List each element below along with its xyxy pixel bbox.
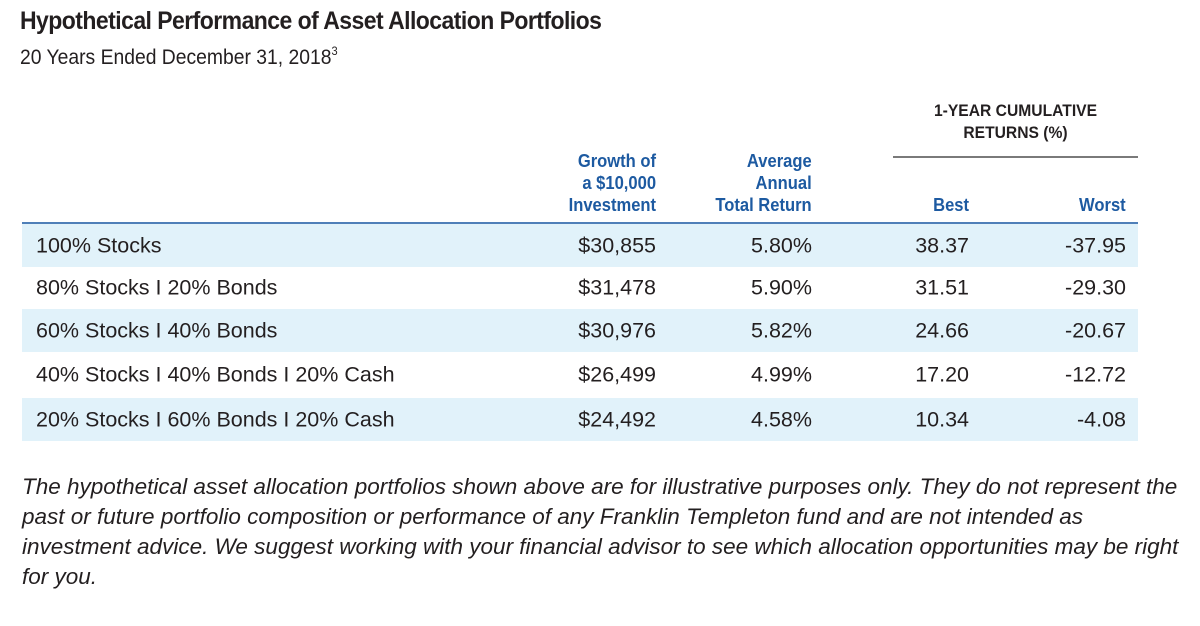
- table-row: 80% Stocks I 20% Bonds $31,478 5.90% 31.…: [22, 267, 1138, 309]
- cell-growth: $30,976: [578, 318, 656, 342]
- group-header-line1: 1-YEAR CUMULATIVE: [933, 101, 1098, 120]
- column-header-growth-line2: a $10,000: [582, 173, 656, 193]
- cell-growth: $31,478: [578, 275, 656, 300]
- cell-best: 38.37: [915, 233, 969, 257]
- column-header-growth-line1: Growth of: [577, 151, 656, 171]
- column-header-avg-return: Average Annual Total Return: [716, 150, 812, 216]
- cell-avg-return: 5.90%: [751, 275, 812, 300]
- cell-growth: $30,855: [578, 233, 656, 257]
- column-header-best: Best: [933, 195, 969, 215]
- cell-worst: -37.95: [1065, 233, 1126, 257]
- subtitle-text: 20 Years Ended December 31, 2018: [20, 46, 332, 69]
- cell-worst: -12.72: [1065, 362, 1126, 387]
- cell-best: 17.20: [915, 362, 969, 387]
- cell-worst: -20.67: [1065, 318, 1126, 342]
- cell-worst: -29.30: [1065, 275, 1126, 300]
- cell-portfolio: 20% Stocks I 60% Bonds I 20% Cash: [36, 407, 395, 431]
- cell-portfolio: 100% Stocks: [36, 233, 162, 257]
- page-subtitle: 20 Years Ended December 31, 20183: [20, 44, 338, 70]
- column-header-avg-line2: Annual: [755, 173, 812, 193]
- table-row: 40% Stocks I 40% Bonds I 20% Cash $26,49…: [22, 352, 1138, 398]
- cell-growth: $26,499: [578, 362, 656, 387]
- group-header-line2: RETURNS (%): [963, 123, 1068, 142]
- group-header-cumulative-returns: 1-YEAR CUMULATIVE RETURNS (%): [903, 100, 1128, 144]
- cell-best: 24.66: [915, 318, 969, 342]
- cell-avg-return: 4.58%: [751, 407, 812, 431]
- page-title: Hypothetical Performance of Asset Alloca…: [20, 7, 602, 35]
- column-header-avg-line1: Average: [747, 151, 812, 171]
- cell-avg-return: 4.99%: [751, 362, 812, 387]
- column-header-growth-line3: Investment: [568, 195, 656, 215]
- disclaimer-footnote: The hypothetical asset allocation portfo…: [22, 474, 1179, 589]
- table-row: 100% Stocks $30,855 5.80% 38.37 -37.95: [22, 224, 1138, 267]
- cell-avg-return: 5.80%: [751, 233, 812, 257]
- cell-portfolio: 60% Stocks I 40% Bonds: [36, 318, 278, 342]
- cell-portfolio: 40% Stocks I 40% Bonds I 20% Cash: [36, 362, 395, 387]
- cell-portfolio: 80% Stocks I 20% Bonds: [36, 275, 278, 300]
- group-header-rule: [893, 156, 1138, 158]
- table-header-rule: [22, 222, 1138, 224]
- portfolio-table: 100% Stocks $30,855 5.80% 38.37 -37.95 8…: [22, 224, 1138, 441]
- footnote-marker: 3: [331, 44, 338, 58]
- cell-worst: -4.08: [1076, 407, 1126, 431]
- cell-best: 31.51: [915, 275, 969, 300]
- column-header-growth: Growth of a $10,000 Investment: [569, 150, 656, 216]
- table-row: 20% Stocks I 60% Bonds I 20% Cash $24,49…: [22, 398, 1138, 441]
- column-header-worst: Worst: [1079, 195, 1126, 215]
- cell-avg-return: 5.82%: [751, 318, 812, 342]
- cell-growth: $24,492: [578, 407, 656, 431]
- table-row: 60% Stocks I 40% Bonds $30,976 5.82% 24.…: [22, 309, 1138, 352]
- cell-best: 10.34: [915, 407, 969, 431]
- column-header-avg-line3: Total Return: [715, 195, 812, 215]
